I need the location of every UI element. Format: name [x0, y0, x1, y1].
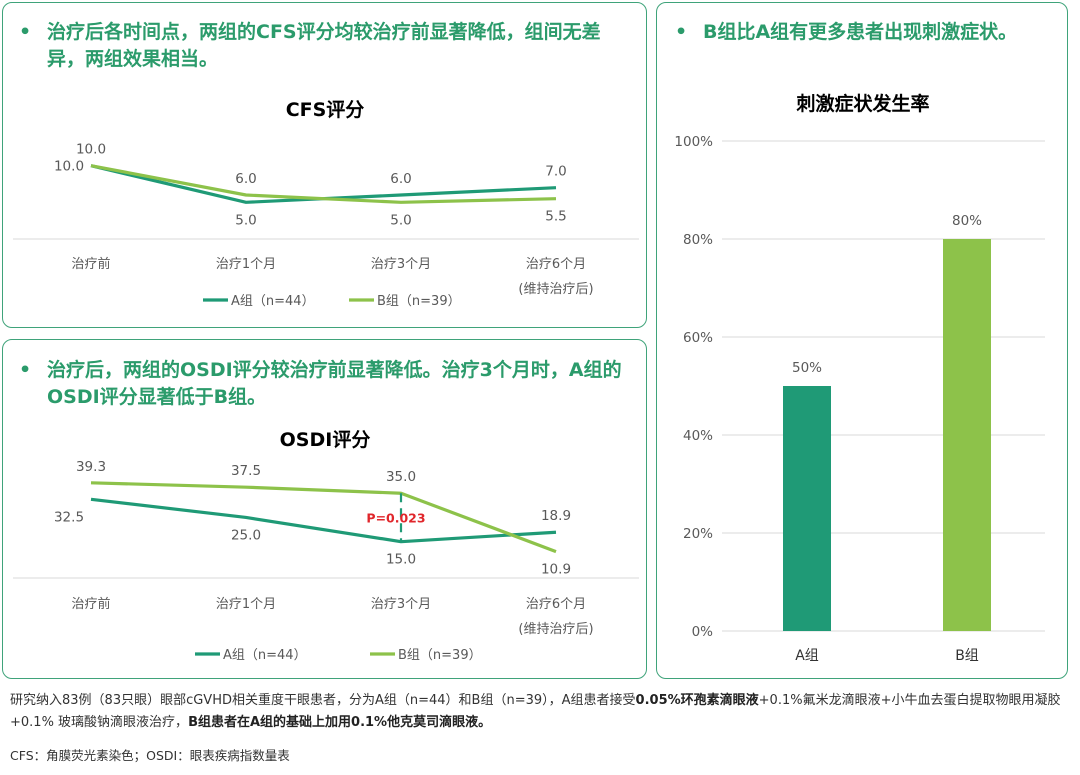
x-tick-label: 治疗6个月 — [526, 597, 586, 612]
group-b-data-label: 39.3 — [76, 459, 106, 475]
bar-group-a — [783, 386, 831, 631]
x-tick-label: 治疗前 — [71, 596, 110, 612]
study-bold-1: 0.05%环孢素滴眼液 — [635, 693, 759, 708]
chart-title: 刺激症状发生率 — [796, 92, 929, 115]
group-b-data-label: 10.0 — [76, 142, 106, 158]
group-b-series-line — [90, 164, 557, 204]
y-tick-label: 40% — [683, 428, 713, 444]
bullet: • — [19, 359, 32, 381]
y-tick-label: 80% — [683, 232, 713, 248]
study-description: 研究纳入83例（83只眼）眼部cGVHD相关重度干眼患者，分为A组（n=44）和… — [10, 690, 1070, 734]
chart-title: OSDI评分 — [280, 429, 371, 451]
x-tick-label: 治疗3个月 — [371, 257, 431, 272]
cfs-panel: • 治疗后各时间点，两组的CFS评分均较治疗前显著降低，组间无差异，两组效果相当… — [2, 2, 647, 328]
group-a-data-label: 32.5 — [54, 509, 84, 525]
legend-label-group-b: B组（n=39） — [377, 294, 461, 309]
cfs-headline-text: 治疗后各时间点，两组的CFS评分均较治疗前显著降低，组间无差异，两组效果相当。 — [47, 21, 601, 70]
group-a-series-line — [90, 497, 557, 544]
bar-group-b — [943, 239, 991, 631]
legend-label-group-a: A组（n=44） — [231, 294, 315, 309]
group-a-data-label: 25.0 — [231, 527, 261, 543]
x-tick-label: 治疗1个月 — [216, 597, 276, 612]
group-b-data-label: 37.5 — [231, 463, 261, 479]
x-tick-label: A组 — [795, 648, 819, 664]
group-a-data-label: 10.0 — [54, 159, 84, 175]
osdi-headline: • 治疗后，两组的OSDI评分较治疗前显著降低。治疗3个月时，A组的OSDI评分… — [19, 357, 643, 411]
group-b-data-label: 5.5 — [545, 209, 566, 225]
group-b-series-line — [90, 481, 557, 554]
irritation-panel: • B组比A组有更多患者出现刺激症状。 刺激症状发生率 0% 20% 40% 60% 80… — [656, 2, 1068, 679]
bullet: • — [675, 21, 688, 43]
group-a-data-label: 5.0 — [235, 212, 256, 228]
abbreviations: CFS：角膜荧光素染色；OSDI：眼表疾病指数量表 — [10, 748, 290, 763]
y-tick-label: 60% — [683, 330, 713, 346]
bar-data-label: 80% — [952, 213, 982, 229]
x-tick-label: 治疗1个月 — [216, 257, 276, 272]
x-tick-label: (维持治疗后) — [518, 622, 593, 637]
osdi-panel: • 治疗后，两组的OSDI评分较治疗前显著降低。治疗3个月时，A组的OSDI评分… — [2, 339, 647, 679]
group-a-data-label: 18.9 — [541, 508, 571, 524]
y-tick-label: 0% — [692, 624, 714, 640]
group-b-data-label: 35.0 — [386, 469, 416, 485]
irritation-bar-chart: 刺激症状发生率 0% 20% 40% 60% 80% 100% 50% A组 80% B组 — [674, 92, 1045, 664]
group-a-data-label: 15.0 — [386, 552, 416, 568]
x-tick-label: 治疗3个月 — [371, 597, 431, 612]
bar-data-label: 50% — [792, 360, 822, 376]
x-tick-label: (维持治疗后) — [518, 282, 593, 297]
legend-label-group-a: A组（n=44） — [223, 648, 307, 663]
y-tick-label: 20% — [683, 526, 713, 542]
y-tick-label: 100% — [674, 134, 713, 150]
osdi-headline-text: 治疗后，两组的OSDI评分较治疗前显著降低。治疗3个月时，A组的OSDI评分显著… — [47, 359, 622, 408]
x-tick-label: B组 — [955, 648, 979, 664]
group-b-data-label: 5.0 — [390, 212, 411, 228]
study-text-2: +0.1%氟米龙滴眼液+小牛血去蛋白提取物眼用凝胶+0.1% 玻璃酸钠滴眼液治疗… — [10, 693, 1061, 730]
x-tick-label: 治疗前 — [71, 256, 110, 272]
irritation-headline-text: B组比A组有更多患者出现刺激症状。 — [703, 21, 1018, 43]
group-b-data-label: 10.9 — [541, 562, 571, 578]
x-tick-label: 治疗6个月 — [526, 257, 586, 272]
group-a-data-label: 7.0 — [545, 164, 566, 180]
group-a-series-line — [90, 164, 557, 204]
group-a-data-label: 6.0 — [390, 171, 411, 187]
study-text-1: 研究纳入83例（83只眼）眼部cGVHD相关重度干眼患者，分为A组（n=44）和… — [10, 693, 636, 708]
bullet: • — [19, 21, 32, 43]
study-bold-2: B组患者在A组的基础上加用0.1%他克莫司滴眼液。 — [188, 715, 492, 730]
irritation-headline: • B组比A组有更多患者出现刺激症状。 — [675, 19, 1063, 46]
chart-title: CFS评分 — [286, 99, 365, 121]
p-value-annotation: P=0.023 — [366, 510, 425, 525]
cfs-headline: • 治疗后各时间点，两组的CFS评分均较治疗前显著降低，组间无差异，两组效果相当… — [19, 19, 632, 73]
group-b-data-label: 6.0 — [235, 171, 256, 187]
legend-label-group-b: B组（n=39） — [398, 648, 482, 663]
